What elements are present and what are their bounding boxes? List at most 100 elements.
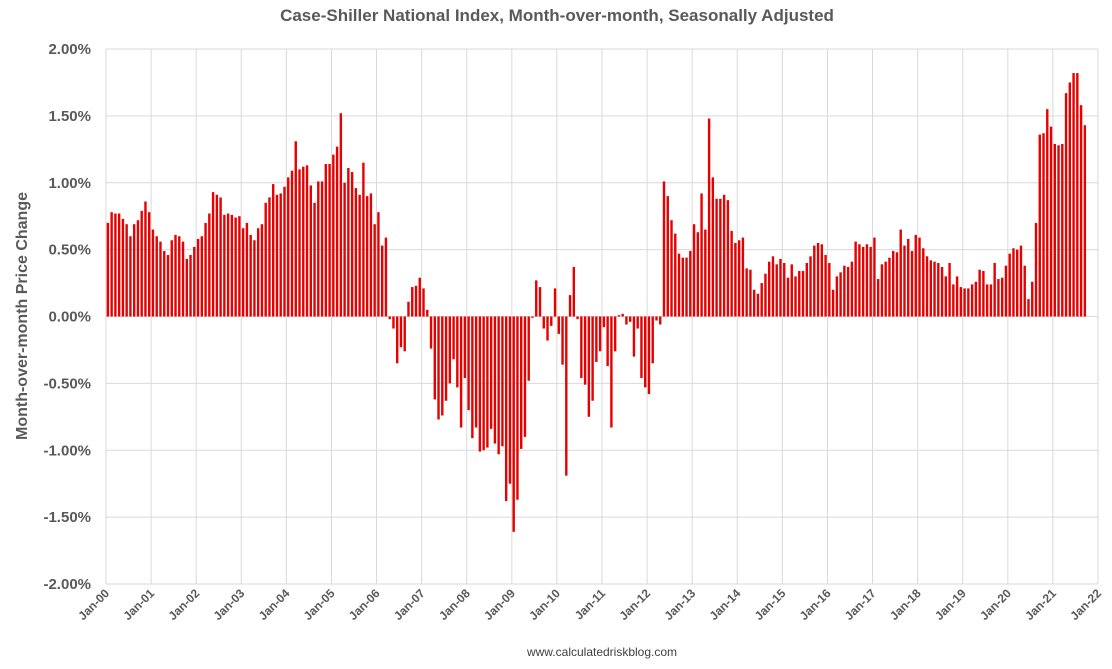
x-tick-label: Jan-02 [166,586,203,623]
bar [565,316,568,476]
bar [662,181,666,317]
bar [1023,265,1026,317]
bar [610,316,613,428]
bar [129,236,132,317]
x-tick-label: Jan-17 [842,586,879,623]
bar [892,250,895,317]
x-tick-label: Jan-22 [1067,586,1104,623]
bar [309,185,312,317]
bar [527,316,530,381]
bar-series [106,73,1087,532]
bar [835,276,839,317]
bar [516,316,519,500]
bar [501,316,504,447]
bar [846,267,850,317]
bar [674,233,677,317]
bar [576,316,579,320]
bar [328,164,331,317]
bar [497,316,500,455]
bar [640,316,643,379]
bar [1049,126,1053,317]
bar [467,316,470,411]
bar [433,316,436,400]
bar [407,301,410,317]
bar [317,181,320,317]
bar [230,214,234,317]
bar [471,316,474,439]
bar [553,288,557,317]
bar [783,263,786,317]
bar [632,316,636,357]
bar [967,288,970,317]
y-tick-label: 0.50% [48,242,91,259]
bar [651,316,654,364]
bar [159,241,162,317]
bar [482,316,485,451]
bar [343,182,346,317]
bar [1061,143,1064,317]
bar [110,212,113,317]
bar [347,168,350,317]
bar [839,272,842,317]
bar [670,220,673,317]
bar [876,279,880,317]
bar [437,316,440,420]
bar [550,316,553,326]
y-axis-label: Month-over-month Price Change [14,192,31,440]
x-tick-label: Jan-20 [977,586,1014,623]
bar [268,197,271,317]
bar [910,250,914,317]
bar [332,154,335,317]
bar [737,240,741,317]
bar [463,316,467,379]
bar [414,285,418,317]
bar [241,228,245,317]
chart-title: Case-Shiller National Index, Month-over-… [280,6,834,25]
bar [606,316,609,366]
bar [801,271,805,317]
bar [136,220,140,317]
bar [140,210,143,317]
bar [929,260,932,317]
bar [1008,253,1011,317]
bar [707,118,711,317]
bar [489,316,493,429]
bar [726,200,730,317]
bar [959,287,963,317]
bar [508,316,512,484]
bar [249,234,252,317]
bar [580,316,583,379]
bar [388,316,391,320]
x-tick-label: Jan-18 [887,586,924,623]
bar [1053,143,1056,317]
bar [888,257,891,317]
x-tick-label: Jan-13 [662,586,699,623]
bar [1068,82,1072,317]
y-tick-label: -0.50% [43,375,91,392]
bar [426,309,429,317]
bar [824,254,827,317]
bar [598,316,602,352]
bar [185,258,188,317]
x-tick-label: Jan-04 [256,586,293,623]
bar [234,217,237,317]
bar [700,193,703,317]
bar [163,250,166,317]
bar [1083,125,1087,317]
bar [335,146,339,317]
bar [696,232,700,317]
bar [121,218,125,317]
bar [895,252,899,317]
bar [444,316,448,401]
bar [625,316,628,325]
bar [1057,145,1060,317]
bar [899,229,902,317]
bar [520,316,523,449]
bar [441,316,444,416]
bar [114,213,117,317]
bar [561,316,564,365]
bar [290,170,294,317]
bar [200,236,204,317]
bar [681,257,684,317]
